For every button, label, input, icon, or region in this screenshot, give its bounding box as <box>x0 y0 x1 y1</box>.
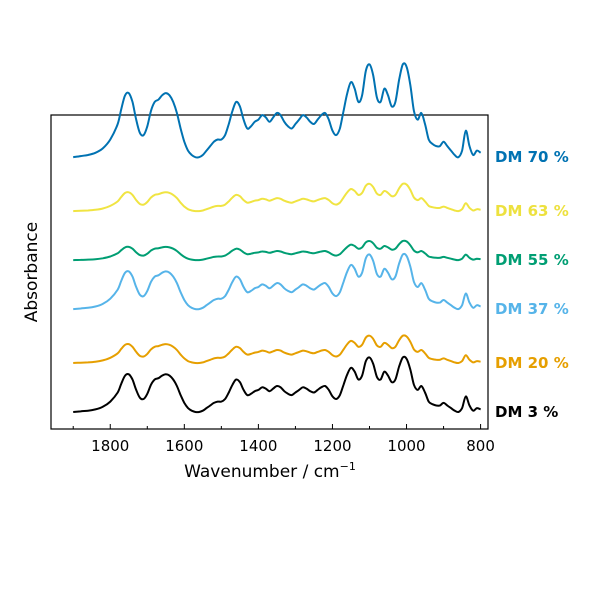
plot-frame <box>50 114 489 430</box>
x-axis-tick-labels: 1800 1600 1400 1200 1000 800 <box>91 437 495 455</box>
series-line-0 <box>73 355 481 414</box>
x-tick-label-800: 800 <box>466 437 495 455</box>
series-line-5 <box>73 62 482 159</box>
spectra <box>73 62 482 414</box>
x-tick-label-1600: 1600 <box>165 437 203 455</box>
y-axis-title: Absorbance <box>22 222 42 322</box>
x-axis-title-text: Wavenumber / cm <box>184 462 339 482</box>
series-line-3 <box>73 239 481 262</box>
series-labels: DM 3 % DM 20 % DM 37 % DM 55 % DM 63 % DM 70 … <box>495 148 569 421</box>
series-line-1 <box>73 334 481 365</box>
x-tick-label-1200: 1200 <box>313 437 351 455</box>
x-tick-label-1400: 1400 <box>239 437 277 455</box>
series-label-0: DM 3 % <box>495 403 558 421</box>
x-tick-label-1800: 1800 <box>91 437 129 455</box>
series-line-4 <box>73 182 481 213</box>
series-label-2: DM 37 % <box>495 300 569 318</box>
series-label-1: DM 20 % <box>495 354 569 372</box>
x-axis-title: Wavenumber / cm−1 <box>184 460 356 482</box>
series-label-5: DM 70 % <box>495 148 569 166</box>
series-label-4: DM 63 % <box>495 202 569 220</box>
x-axis-title-superscript: −1 <box>340 460 356 473</box>
series-line-2 <box>73 252 481 311</box>
series-label-3: DM 55 % <box>495 251 569 269</box>
x-tick-label-1000: 1000 <box>387 437 425 455</box>
x-axis-ticks <box>72 424 482 429</box>
